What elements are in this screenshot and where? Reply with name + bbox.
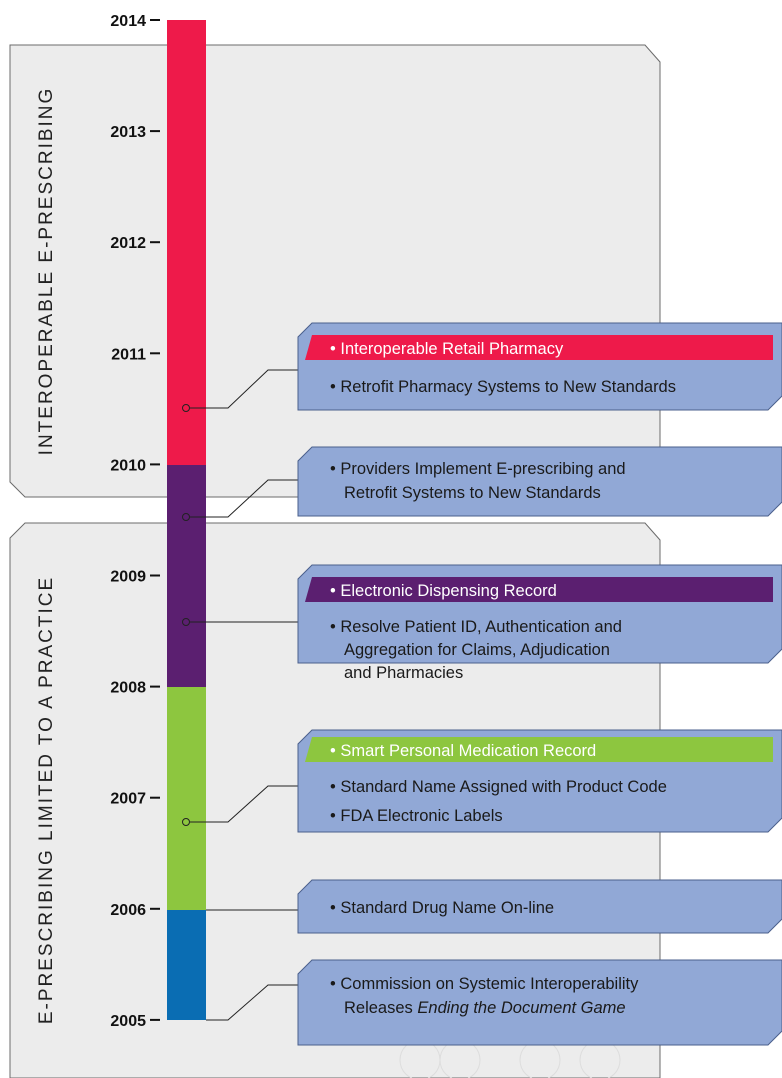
phase-label: INTEROPERABLE E-PRESCRIBING xyxy=(36,87,57,456)
bar-segment xyxy=(167,910,206,1020)
event-text-part: Releases xyxy=(344,999,413,1017)
year-label: 2014 xyxy=(110,13,146,30)
event-text: • Providers Implement E-prescribing and xyxy=(330,460,626,478)
year-label: 2012 xyxy=(110,235,146,252)
event-text: Aggregation for Claims, Adjudication xyxy=(344,641,610,659)
year-label: 2005 xyxy=(110,1013,146,1030)
event-text: • Standard Drug Name On-line xyxy=(330,899,554,917)
year-label: 2011 xyxy=(111,346,146,363)
event-box xyxy=(297,446,782,517)
year-label: 2009 xyxy=(110,569,146,586)
event-box xyxy=(297,879,782,934)
event-text-italic: Ending the Document Game xyxy=(417,999,625,1017)
event-header xyxy=(305,737,773,762)
event-text: • Resolve Patient ID, Authentication and xyxy=(330,618,622,636)
year-label: 2010 xyxy=(110,457,146,474)
event-text: and Pharmacies xyxy=(344,664,463,682)
event-text: • Standard Name Assigned with Product Co… xyxy=(330,778,667,796)
phase-label: E-PRESCRIBING LIMITED TO A PRACTICE xyxy=(36,576,57,1024)
event-text: • Commission on Systemic Interoperabilit… xyxy=(330,975,639,993)
year-label: 2013 xyxy=(110,124,146,141)
event-text: Releases Ending the Document Game xyxy=(344,999,626,1017)
connectors xyxy=(182,369,298,1021)
bar-segment xyxy=(167,687,206,910)
year-label: 2007 xyxy=(110,791,146,808)
event-header-text: • Electronic Dispensing Record xyxy=(330,582,557,600)
event-box xyxy=(297,959,782,1046)
event-text: • Retrofit Pharmacy Systems to New Stand… xyxy=(330,378,676,396)
bar-segment xyxy=(167,465,206,687)
year-label: 2008 xyxy=(110,680,146,697)
event-text: Retrofit Systems to New Standards xyxy=(344,484,601,502)
event-header xyxy=(305,335,773,360)
year-label: 2006 xyxy=(110,902,146,919)
year-axis: 2014 2013 2012 2011 2010 2009 2008 2007 2006 2005 xyxy=(110,13,160,1030)
phase-panel xyxy=(9,44,661,498)
event-text: • FDA Electronic Labels xyxy=(330,807,503,825)
event-header-text: • Interoperable Retail Pharmacy xyxy=(330,340,564,358)
event-header xyxy=(305,577,773,602)
event-header-text: • Smart Personal Medication Record xyxy=(330,742,596,760)
bar-segment xyxy=(167,20,206,465)
